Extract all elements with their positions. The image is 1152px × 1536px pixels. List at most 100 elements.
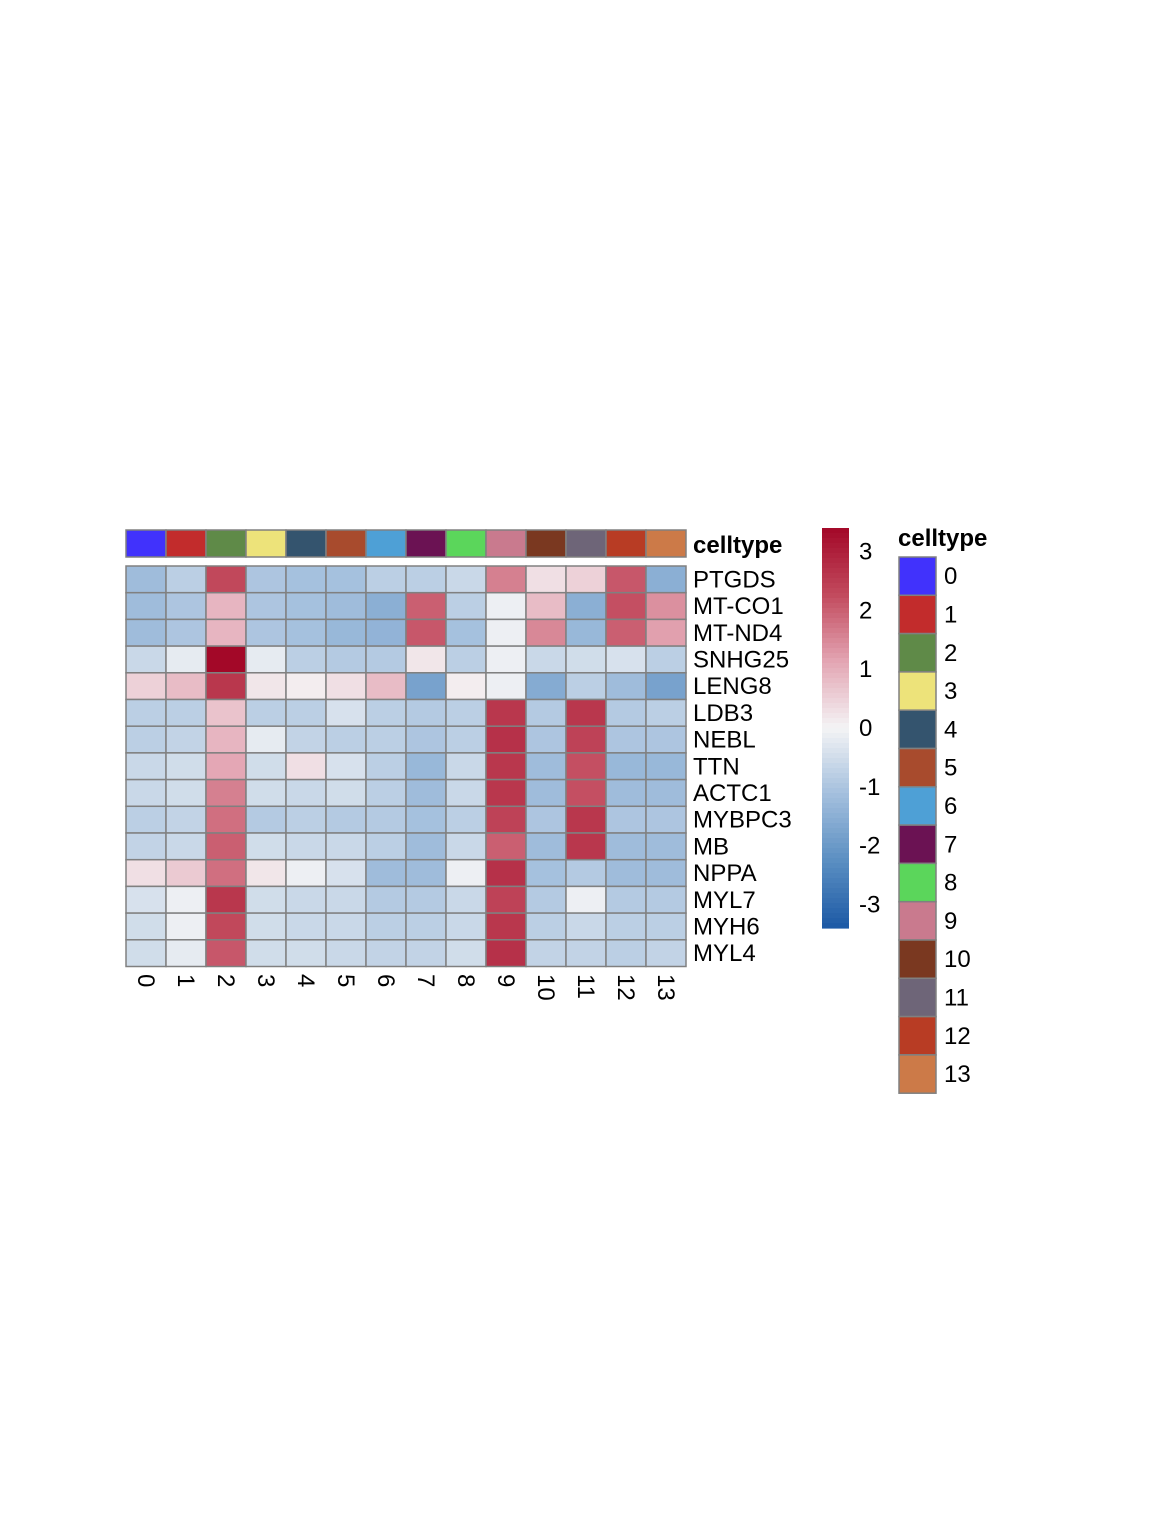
heatmap-cell bbox=[365, 725, 407, 754]
column-labels: 0 1 2 3 4 5 6 7 8 9 10 11 12 13 bbox=[132, 974, 679, 1001]
heatmap-cell bbox=[245, 645, 287, 674]
heatmap-cell bbox=[605, 672, 647, 701]
legend-swatch-6 bbox=[898, 786, 937, 826]
heatmap-cell bbox=[605, 858, 647, 888]
heatmap-cell bbox=[525, 752, 567, 781]
color-scale-tick-label: -1 bbox=[859, 774, 880, 801]
heatmap-cell bbox=[565, 805, 607, 834]
annotation-cell-6 bbox=[365, 529, 407, 558]
color-scale-segment bbox=[822, 843, 849, 849]
color-scale-segment bbox=[822, 903, 849, 909]
heatmap-cell bbox=[445, 778, 487, 808]
heatmap-cell bbox=[405, 912, 447, 941]
heatmap-cell bbox=[645, 832, 687, 861]
heatmap-cell bbox=[125, 885, 167, 914]
color-scale-segment bbox=[822, 603, 849, 609]
heatmap-cell bbox=[285, 805, 327, 834]
heatmap-cell bbox=[245, 565, 287, 594]
annotation-cell-11 bbox=[565, 529, 607, 558]
heatmap-cell bbox=[285, 912, 327, 941]
color-scale-segment bbox=[822, 893, 849, 899]
heatmap-cell bbox=[405, 885, 447, 914]
heatmap-cell bbox=[445, 698, 487, 727]
color-scale-segment bbox=[822, 883, 849, 889]
heatmap-cell bbox=[285, 645, 327, 674]
color-scale-tick-label: -3 bbox=[859, 891, 880, 918]
heatmap-cell bbox=[245, 939, 287, 968]
heatmap-cell bbox=[405, 725, 447, 754]
heatmap-cell bbox=[285, 858, 327, 888]
heatmap-cell bbox=[125, 858, 167, 888]
color-scale-segment bbox=[822, 638, 849, 644]
annotation-cell-9 bbox=[485, 529, 527, 558]
heatmap-cell bbox=[565, 885, 607, 914]
heatmap-cell bbox=[485, 725, 527, 754]
heatmap-cell bbox=[285, 752, 327, 781]
heatmap-cell bbox=[485, 645, 527, 674]
color-scale-segment bbox=[822, 663, 849, 669]
heatmap-cell bbox=[565, 832, 607, 861]
color-scale-segment bbox=[822, 788, 849, 794]
heatmap-cell bbox=[565, 698, 607, 727]
color-scale-segment bbox=[822, 908, 849, 914]
legend-label: 9 bbox=[944, 908, 957, 935]
heatmap-cell bbox=[125, 805, 167, 834]
heatmap-cell bbox=[285, 832, 327, 861]
legend-label: 1 bbox=[944, 601, 957, 628]
heatmap-cell bbox=[405, 939, 447, 968]
legend-title: celltype bbox=[898, 525, 987, 552]
color-scale-segment bbox=[822, 753, 849, 759]
color-scale-segment bbox=[822, 543, 849, 549]
heatmap-cell bbox=[605, 805, 647, 834]
heatmap-cell bbox=[165, 939, 207, 968]
heatmap-cell bbox=[205, 645, 247, 674]
row-label: MB bbox=[693, 833, 729, 860]
heatmap-cell bbox=[485, 912, 527, 941]
heatmap-cell bbox=[205, 698, 247, 727]
heatmap-cell bbox=[205, 858, 247, 888]
color-scale-segment bbox=[822, 568, 849, 574]
color-scale-segment bbox=[822, 833, 849, 839]
heatmap-cell bbox=[645, 565, 687, 594]
column-label: 10 bbox=[532, 974, 559, 1001]
heatmap-cell bbox=[565, 645, 607, 674]
heatmap-cell bbox=[525, 618, 567, 647]
color-scale-segment bbox=[822, 783, 849, 789]
heatmap-cell bbox=[605, 885, 647, 914]
heatmap-cell bbox=[285, 885, 327, 914]
heatmap-cell bbox=[405, 752, 447, 781]
color-scale-segment bbox=[822, 713, 849, 719]
heatmap-cell bbox=[365, 591, 407, 621]
legend-swatch-10 bbox=[898, 939, 937, 980]
heatmap-cell bbox=[605, 912, 647, 941]
heatmap-cell bbox=[325, 618, 367, 647]
heatmap-cell bbox=[645, 778, 687, 808]
legend-label: 5 bbox=[944, 755, 957, 782]
heatmap-cell bbox=[485, 939, 527, 968]
heatmap-cell bbox=[565, 939, 607, 968]
color-scale-segment bbox=[822, 748, 849, 754]
heatmap-cell bbox=[525, 858, 567, 888]
heatmap-cell bbox=[405, 858, 447, 888]
heatmap-cell bbox=[125, 591, 167, 621]
color-scale-segment bbox=[822, 613, 849, 619]
heatmap-cell bbox=[565, 912, 607, 941]
heatmap-cell bbox=[285, 565, 327, 594]
color-scale-segment bbox=[822, 848, 849, 854]
annotation-cell-12 bbox=[605, 529, 647, 558]
heatmap-cell bbox=[205, 591, 247, 621]
heatmap-cell bbox=[645, 858, 687, 888]
color-scale-segment bbox=[822, 818, 849, 824]
heatmap-cell bbox=[645, 752, 687, 781]
color-scale-segment bbox=[822, 718, 849, 724]
row-label: MYBPC3 bbox=[693, 807, 792, 834]
heatmap-cell bbox=[365, 805, 407, 834]
color-scale-segment bbox=[822, 798, 849, 804]
color-scale-segment bbox=[822, 588, 849, 594]
heatmap-cell bbox=[565, 778, 607, 808]
legend-label: 2 bbox=[944, 640, 957, 667]
heatmap-cell bbox=[125, 752, 167, 781]
heatmap-cell bbox=[165, 885, 207, 914]
color-scale-segment bbox=[822, 888, 849, 894]
heatmap-cell bbox=[205, 618, 247, 647]
